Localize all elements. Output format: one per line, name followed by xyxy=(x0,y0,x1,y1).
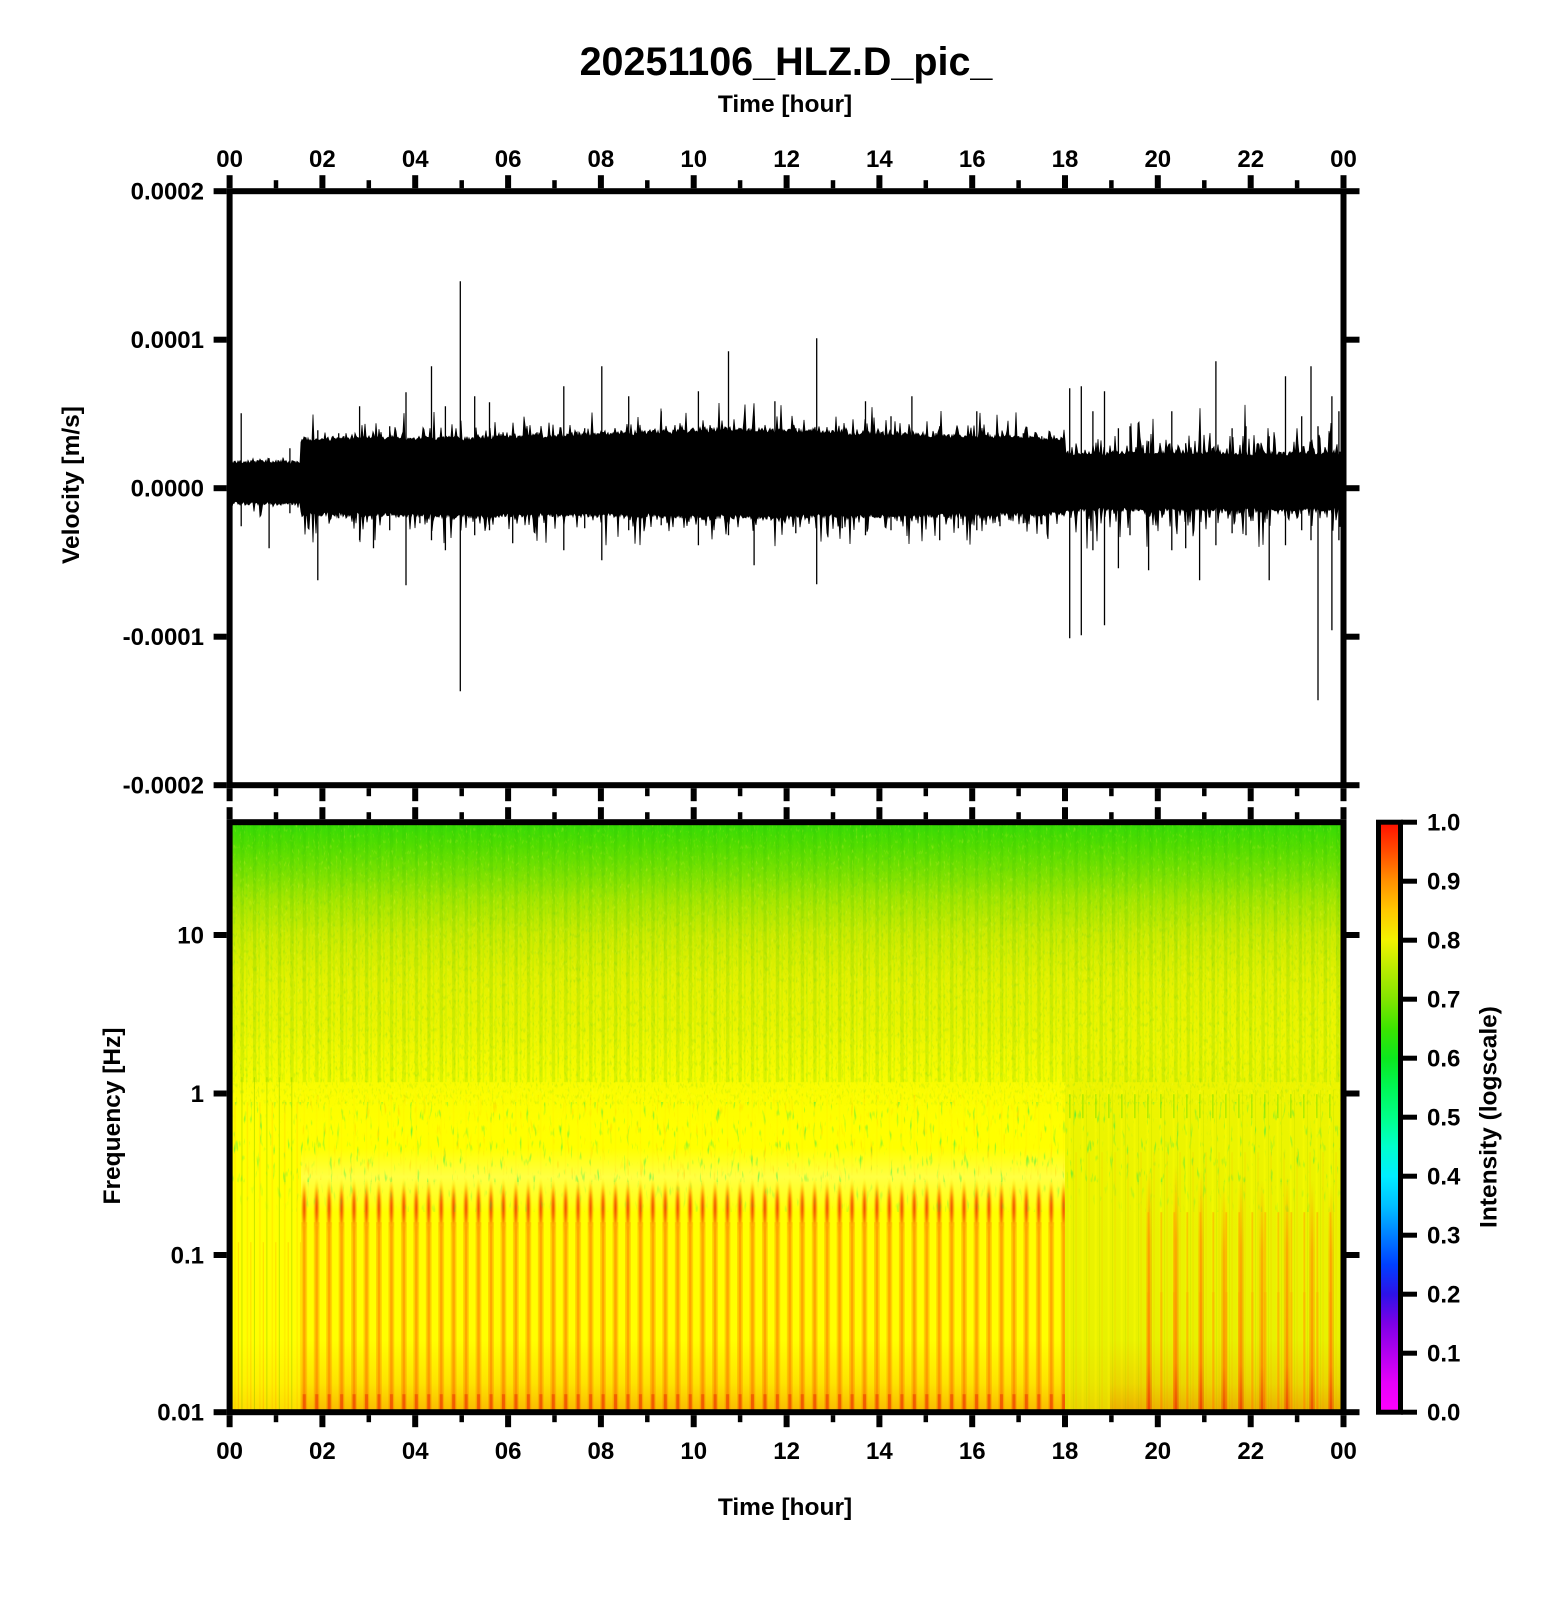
svg-text:08: 08 xyxy=(588,146,615,173)
svg-text:12: 12 xyxy=(773,146,800,173)
svg-text:16: 16 xyxy=(959,1438,986,1465)
svg-text:00: 00 xyxy=(216,1438,243,1465)
svg-text:12: 12 xyxy=(773,1438,800,1465)
svg-text:20251106_HLZ.D_pic_: 20251106_HLZ.D_pic_ xyxy=(580,40,994,84)
svg-text:-0.0001: -0.0001 xyxy=(123,624,204,651)
svg-text:04: 04 xyxy=(402,1438,429,1465)
svg-text:0.9: 0.9 xyxy=(1427,869,1460,896)
svg-text:08: 08 xyxy=(588,1438,615,1465)
svg-text:Time [hour]: Time [hour] xyxy=(718,1494,852,1521)
svg-text:18: 18 xyxy=(1052,146,1079,173)
svg-text:0.0002: 0.0002 xyxy=(131,179,204,206)
svg-text:16: 16 xyxy=(959,146,986,173)
svg-text:Velocity [m/s]: Velocity [m/s] xyxy=(58,406,85,564)
svg-text:0.1: 0.1 xyxy=(1427,1341,1460,1368)
svg-text:0.5: 0.5 xyxy=(1427,1105,1460,1132)
svg-text:20: 20 xyxy=(1144,1438,1171,1465)
svg-text:10: 10 xyxy=(680,146,707,173)
svg-text:0.01: 0.01 xyxy=(157,1400,204,1427)
svg-text:02: 02 xyxy=(309,1438,336,1465)
svg-text:-0.0002: -0.0002 xyxy=(123,773,204,800)
svg-text:04: 04 xyxy=(402,146,429,173)
svg-text:00: 00 xyxy=(216,146,243,173)
svg-text:06: 06 xyxy=(495,1438,522,1465)
svg-text:02: 02 xyxy=(309,146,336,173)
svg-text:Intensity (logscale): Intensity (logscale) xyxy=(1476,1006,1503,1228)
svg-text:18: 18 xyxy=(1052,1438,1079,1465)
svg-text:14: 14 xyxy=(866,1438,893,1465)
svg-text:0.7: 0.7 xyxy=(1427,987,1460,1014)
svg-text:0.0001: 0.0001 xyxy=(131,327,204,354)
svg-text:0.0000: 0.0000 xyxy=(131,476,204,503)
svg-text:20: 20 xyxy=(1144,146,1171,173)
svg-text:0.3: 0.3 xyxy=(1427,1223,1460,1250)
svg-text:0.4: 0.4 xyxy=(1427,1164,1461,1191)
svg-text:14: 14 xyxy=(866,146,893,173)
svg-text:0.6: 0.6 xyxy=(1427,1046,1460,1073)
svg-text:Frequency [Hz]: Frequency [Hz] xyxy=(99,1028,126,1205)
svg-text:00: 00 xyxy=(1330,146,1357,173)
svg-text:10: 10 xyxy=(177,923,204,950)
svg-text:06: 06 xyxy=(495,146,522,173)
svg-text:22: 22 xyxy=(1237,1438,1264,1465)
svg-text:1: 1 xyxy=(191,1081,204,1108)
svg-text:00: 00 xyxy=(1330,1438,1357,1465)
svg-text:0.2: 0.2 xyxy=(1427,1282,1460,1309)
svg-text:0.1: 0.1 xyxy=(171,1243,204,1270)
svg-text:22: 22 xyxy=(1237,146,1264,173)
svg-text:0.0: 0.0 xyxy=(1427,1400,1460,1427)
svg-text:10: 10 xyxy=(680,1438,707,1465)
svg-text:1.0: 1.0 xyxy=(1427,810,1460,837)
svg-text:Time [hour]: Time [hour] xyxy=(718,91,852,118)
svg-text:0.8: 0.8 xyxy=(1427,928,1460,955)
